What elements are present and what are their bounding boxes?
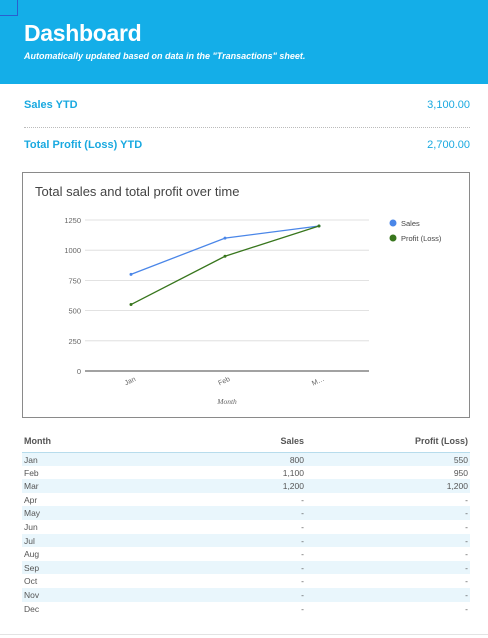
cell-month: Jun [24,521,38,532]
cell-profit: - [465,535,468,546]
column-header-sales: Sales [280,436,304,446]
data-point[interactable] [223,236,227,240]
dashboard-header: Dashboard Automatically updated based on… [0,0,488,84]
table-row: Apr - - [22,493,470,507]
cell-profit: - [465,521,468,532]
cell-month: Jan [24,455,38,465]
table-header: Month Sales Profit (Loss) [22,432,470,452]
y-tick-label: 500 [68,307,81,316]
table-body: Jan 800 550 Feb 1,100 950 Mar 1,200 1,200 Apr - - Ma… [22,452,470,615]
table-row: Sep - - [22,560,470,575]
cell-profit: 950 [453,467,468,478]
table-row: Mar 1,200 1,200 [22,479,470,493]
page-title: Dashboard [24,20,142,46]
data-point[interactable] [129,272,133,276]
cell-profit: - [465,562,468,573]
legend-label: Sales [401,219,420,228]
cell-profit: - [465,603,468,614]
kpi-value: 3,100.00 [427,99,470,111]
cell-month: Apr [24,494,38,505]
cell-sales: 1,200 [282,481,304,492]
cell-sales: - [301,494,304,505]
cell-month: Sep [24,562,40,573]
cell-profit: - [465,494,468,505]
kpi-label: Total Profit (Loss) YTD [24,139,143,151]
monthly-table: Month Sales Profit (Loss) Jan 800 550 Feb 1,… [22,432,470,615]
legend-marker [389,219,397,227]
table-row: Nov - - [22,587,470,602]
data-point[interactable] [129,303,133,307]
table-row: Oct - - [22,574,470,588]
kpi-divider [24,127,470,128]
cell-selection-marker[interactable] [0,0,18,16]
x-axis-label: Month [216,397,237,406]
x-tick-label: Feb [217,376,231,387]
table-row: Jan 800 550 [22,452,470,466]
x-tick-label: Jan [124,376,137,387]
cell-month: Aug [24,549,40,560]
cell-sales: - [301,589,304,600]
y-tick-label: 750 [68,276,81,285]
y-tick-label: 1000 [64,246,81,255]
y-tick-label: 0 [77,367,81,376]
table-row: Feb 1,100 950 [22,466,470,480]
chart-canvas: 0 250 500 750 1000 1250 Jan Feb M… Month Sales Prof… [64,216,442,406]
column-header-month: Month [24,436,51,446]
y-tick-label: 250 [68,337,81,346]
chart-title: Total sales and total profit over time [35,184,240,199]
cell-sales: 1,100 [282,467,304,478]
cell-month: Oct [24,576,38,587]
cell-profit: 550 [453,455,468,465]
cell-profit: 1,200 [446,481,468,492]
table-row: Jul - - [22,533,470,548]
cell-profit: - [465,576,468,587]
page-subtitle: Automatically updated based on data in t… [24,51,306,61]
cell-sales: - [301,508,304,519]
kpi-profit-ytd: Total Profit (Loss) YTD 2,700.00 [24,139,470,159]
cell-profit: - [465,589,468,600]
cell-sales: - [301,576,304,587]
cell-sales: - [301,535,304,546]
cell-sales: - [301,521,304,532]
cell-month: Dec [24,603,40,614]
legend-marker [389,234,397,242]
data-point[interactable] [223,254,227,258]
cell-month: Feb [24,467,39,478]
line-chart[interactable]: Total sales and total profit over time 0… [22,172,470,418]
cell-month: May [24,508,41,519]
cell-sales: - [301,562,304,573]
sheet-bottom-divider [0,634,488,635]
column-header-profit: Profit (Loss) [415,436,468,446]
kpi-sales-ytd: Sales YTD 3,100.00 [24,99,470,119]
kpi-label: Sales YTD [24,99,78,111]
table-row: Dec - - [22,602,470,616]
cell-month: Jul [24,535,35,546]
cell-sales: 800 [289,455,304,465]
cell-sales: - [301,603,304,614]
kpi-value: 2,700.00 [427,139,470,151]
legend-label: Profit (Loss) [401,234,442,243]
cell-month: Mar [24,481,39,492]
y-tick-label: 1250 [64,216,81,225]
x-tick-label: M… [311,376,326,388]
table-row: Jun - - [22,520,470,534]
cell-sales: - [301,549,304,560]
data-point[interactable] [317,224,321,228]
cell-month: Nov [24,589,40,600]
table-row: May - - [22,506,470,520]
cell-profit: - [465,508,468,519]
table-row: Aug - - [22,547,470,561]
cell-profit: - [465,549,468,560]
